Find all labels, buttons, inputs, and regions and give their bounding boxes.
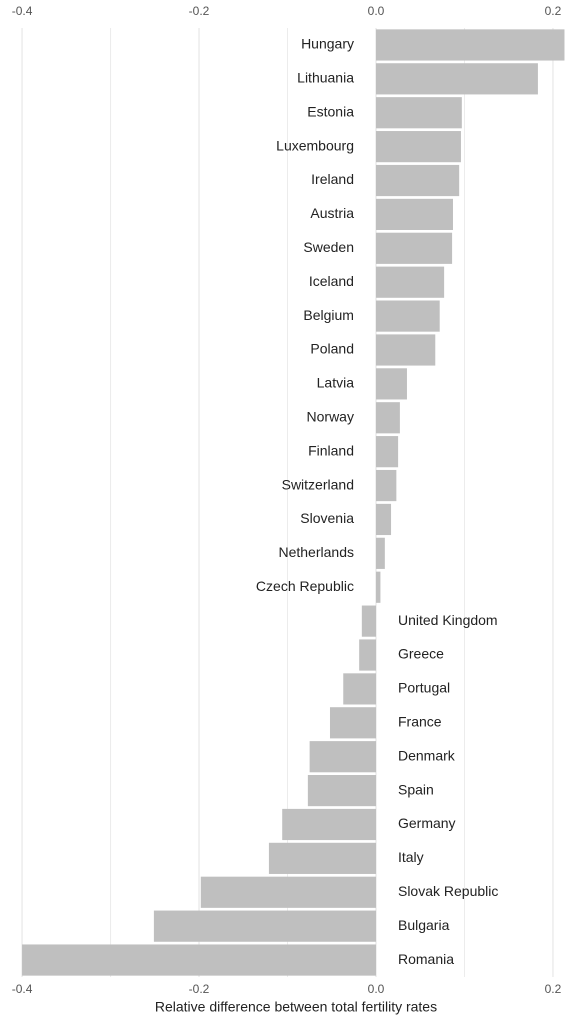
- bar: [22, 944, 376, 976]
- bar: [282, 808, 376, 841]
- category-label: Austria: [310, 205, 354, 221]
- bar: [361, 605, 376, 637]
- bar: [375, 131, 461, 163]
- bar: [375, 537, 385, 569]
- category-label: Hungary: [301, 36, 354, 52]
- category-label: Luxembourg: [276, 137, 354, 153]
- category-label: Germany: [398, 815, 456, 831]
- category-label: Portugal: [398, 680, 450, 696]
- bar: [375, 97, 462, 129]
- category-label: Iceland: [309, 273, 354, 289]
- bar: [329, 707, 376, 739]
- category-label: Finland: [308, 442, 354, 458]
- category-label: France: [398, 714, 442, 730]
- bar: [375, 402, 400, 434]
- category-label: Denmark: [398, 747, 456, 763]
- bar: [375, 368, 407, 400]
- category-label: Czech Republic: [256, 578, 354, 594]
- category-label: Slovenia: [300, 510, 354, 526]
- category-label: Latvia: [317, 375, 355, 391]
- x-tick-label-top: -0.4: [12, 4, 33, 18]
- category-label: Netherlands: [278, 544, 354, 560]
- x-tick-label-top: 0.0: [368, 4, 385, 18]
- x-tick-label-top: -0.2: [189, 4, 210, 18]
- category-label: Bulgaria: [398, 917, 450, 933]
- bar: [375, 469, 397, 502]
- bar: [375, 571, 381, 603]
- x-tick-label: -0.2: [189, 982, 210, 996]
- bar: [307, 774, 376, 807]
- bar: [375, 334, 436, 366]
- x-axis-label: Relative difference between total fertil…: [155, 999, 437, 1015]
- category-label: Romania: [398, 951, 454, 967]
- x-tick-label: 0.2: [545, 982, 562, 996]
- category-label: Greece: [398, 646, 444, 662]
- bar: [375, 63, 538, 95]
- x-tick-label: -0.4: [12, 982, 33, 996]
- bar: [343, 673, 376, 705]
- category-label: Poland: [310, 341, 354, 357]
- bar: [200, 876, 376, 908]
- bar: [375, 232, 453, 264]
- category-label: Spain: [398, 781, 434, 797]
- bar: [375, 266, 445, 298]
- bar: [375, 300, 440, 332]
- bar: [375, 198, 453, 231]
- category-label: Belgium: [303, 307, 354, 323]
- x-tick-label-top: 0.2: [545, 4, 562, 18]
- bar: [375, 29, 565, 61]
- category-label: Slovak Republic: [398, 883, 498, 899]
- bar: [309, 741, 376, 773]
- category-label: Lithuania: [297, 70, 354, 86]
- x-tick-label: 0.0: [368, 982, 385, 996]
- category-label: Sweden: [303, 239, 354, 255]
- category-label: United Kingdom: [398, 612, 498, 628]
- category-label: Estonia: [307, 103, 354, 119]
- bar: [153, 910, 376, 942]
- category-label: Italy: [398, 849, 424, 865]
- bar: [375, 164, 460, 197]
- category-label: Ireland: [311, 171, 354, 187]
- bar: [359, 639, 376, 671]
- category-label: Norway: [307, 408, 354, 424]
- bar: [375, 503, 392, 536]
- category-label: Switzerland: [282, 476, 354, 492]
- bar: [375, 436, 399, 468]
- bar: [268, 842, 376, 874]
